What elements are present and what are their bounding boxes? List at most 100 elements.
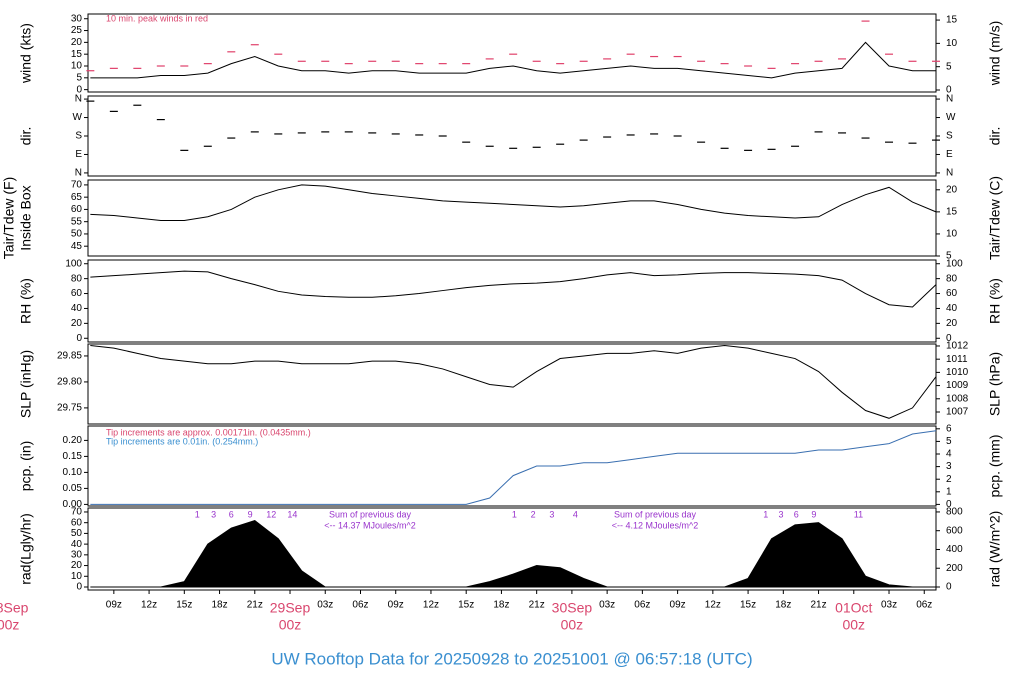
y-tick-label: 20: [71, 318, 83, 329]
x-tick-label: 18z: [775, 600, 791, 611]
y2-tick-label: 400: [946, 544, 963, 555]
y2-axis-label: dir.: [987, 127, 1003, 146]
hour-mark: 3: [549, 509, 554, 519]
y2-tick-label: 20: [946, 184, 958, 195]
x-tick-label: 03z: [881, 600, 897, 611]
y2-tick-label: 1: [946, 486, 952, 497]
y-tick-label: 60: [71, 517, 83, 528]
panel-frame: [87, 13, 937, 93]
y2-tick-label: 4: [946, 449, 952, 460]
y-tick-label: 10: [71, 571, 83, 582]
y-axis-label: rad(Lgly/hr): [18, 513, 34, 585]
y-tick-label: 15: [71, 49, 83, 60]
y2-tick-label: 3: [946, 461, 952, 472]
y-axis-label: dir.: [18, 127, 34, 146]
y-axis-label: pcp. (in): [18, 441, 34, 492]
y-tick-label: 60: [71, 288, 83, 299]
y2-axis-label: rad (W/m^2): [987, 511, 1003, 588]
y2-tick-label: W: [946, 112, 956, 123]
day-label: 30Sep: [552, 600, 593, 616]
y-tick-label: 10: [71, 61, 83, 72]
day-hour-label: 00z: [561, 617, 584, 633]
x-tick-label: 21z: [529, 600, 545, 611]
y-tick-label: 0.05: [63, 483, 83, 494]
annotation: Sum of previous day: [614, 509, 697, 519]
hour-mark: 9: [248, 509, 253, 519]
y-axis-label: wind (kts): [18, 23, 34, 84]
hour-mark: 2: [531, 509, 536, 519]
x-tick-label: 03z: [599, 600, 615, 611]
hour-mark: 12: [266, 509, 276, 519]
y-tick-label: 20: [71, 560, 83, 571]
x-tick-label: 09z: [106, 600, 122, 611]
y-axis-label: SLP (inHg): [18, 350, 34, 418]
y2-tick-label: 5: [946, 251, 952, 262]
x-tick-label: 06z: [352, 600, 368, 611]
hour-mark: 3: [211, 509, 216, 519]
x-tick-label: 09z: [670, 600, 686, 611]
y2-tick-label: N: [946, 94, 953, 105]
y-tick-label: 0.10: [63, 467, 83, 478]
y2-tick-label: 200: [946, 563, 963, 574]
y-tick-label: 0: [76, 84, 82, 95]
panel-frame: [87, 343, 937, 425]
y2-axis-label: wind (m/s): [987, 21, 1003, 87]
hour-mark: 9: [811, 509, 816, 519]
y-tick-label: 0: [76, 333, 82, 344]
y2-tick-label: 6: [946, 423, 952, 434]
x-tick-label: 15z: [740, 600, 756, 611]
y2-tick-label: 10: [946, 38, 958, 49]
y2-tick-label: 1010: [946, 367, 969, 378]
x-tick-label: 21z: [247, 600, 263, 611]
y-tick-label: 30: [71, 13, 83, 24]
series-line: [90, 270, 937, 308]
y2-tick-label: 60: [946, 288, 958, 299]
y2-tick-label: 0: [946, 85, 952, 96]
x-tick-label: 06z: [634, 600, 650, 611]
series-line: [90, 41, 936, 79]
y2-axis-label: Tair/Tdew (C): [987, 176, 1003, 260]
x-tick-label: 15z: [458, 600, 474, 611]
hour-mark: 6: [794, 509, 799, 519]
y2-tick-label: 2: [946, 474, 952, 485]
y-tick-label: 29.75: [57, 403, 82, 414]
day-label: 28Sep: [0, 600, 29, 616]
x-tick-label: 18z: [493, 600, 509, 611]
y-axis-label: Tair/Tdew (F): [1, 177, 17, 259]
annotation: <-- 14.37 MJoules/m^2: [324, 520, 416, 530]
y2-tick-label: 1011: [946, 354, 968, 365]
y2-tick-label: N: [946, 168, 953, 179]
y2-tick-label: 10: [946, 229, 958, 240]
y2-axis-label: pcp. (mm): [987, 435, 1003, 498]
y-tick-label: 60: [71, 204, 83, 215]
y-tick-label: 45: [71, 241, 83, 252]
day-label: 01Oct: [835, 600, 872, 616]
hour-mark: 1: [195, 509, 200, 519]
y-tick-label: 29.85: [57, 351, 82, 362]
hour-mark: 3: [778, 509, 783, 519]
y2-tick-label: 800: [946, 507, 963, 518]
day-hour-label: 00z: [279, 617, 302, 633]
y-tick-label: 0: [76, 582, 82, 593]
y2-tick-label: 0: [946, 582, 952, 593]
hour-mark: 14: [287, 509, 297, 519]
y-tick-label: 65: [71, 192, 83, 203]
y2-tick-label: 1012: [946, 341, 969, 352]
x-tick-label: 12z: [705, 600, 721, 611]
y2-tick-label: 40: [946, 303, 958, 314]
annotation: <-- 4.12 MJoules/m^2: [612, 520, 699, 530]
y-tick-label: 25: [71, 25, 83, 36]
y-tick-label: E: [75, 149, 82, 160]
day-label: 29Sep: [270, 600, 311, 616]
y-tick-label: 50: [71, 528, 83, 539]
x-tick-label: 09z: [388, 600, 404, 611]
y-tick-label: 40: [71, 539, 83, 550]
x-tick-label: 12z: [423, 600, 439, 611]
x-tick-label: 06z: [916, 600, 932, 611]
series-line: [90, 430, 937, 505]
x-tick-label: 12z: [141, 600, 157, 611]
annotation: Tip increments are approx. 0.00171in. (0…: [106, 427, 311, 437]
y-tick-label: 40: [71, 303, 83, 314]
y-tick-label: 20: [71, 37, 83, 48]
